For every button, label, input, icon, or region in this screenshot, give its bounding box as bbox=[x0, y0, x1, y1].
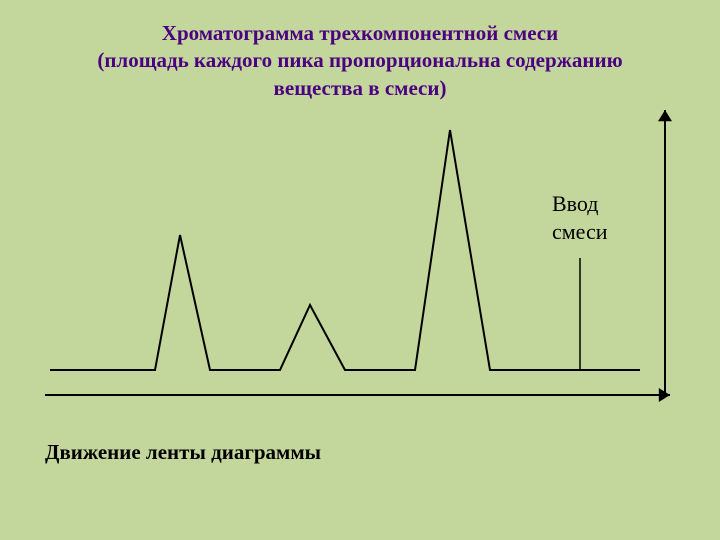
injection-label: Ввод смеси bbox=[552, 190, 608, 245]
title-line-2: (площадь каждого пика пропорциональна со… bbox=[97, 48, 622, 72]
title-line-1: Хроматограмма трехкомпонентной смеси bbox=[162, 21, 558, 45]
injection-label-line-1: Ввод bbox=[552, 191, 598, 216]
chart-title: Хроматограмма трехкомпонентной смеси (пл… bbox=[0, 20, 720, 102]
tape-direction-label: Движение ленты диаграммы bbox=[45, 440, 321, 465]
title-line-3: вещества в смеси) bbox=[274, 76, 447, 100]
injection-label-line-2: смеси bbox=[552, 219, 608, 244]
